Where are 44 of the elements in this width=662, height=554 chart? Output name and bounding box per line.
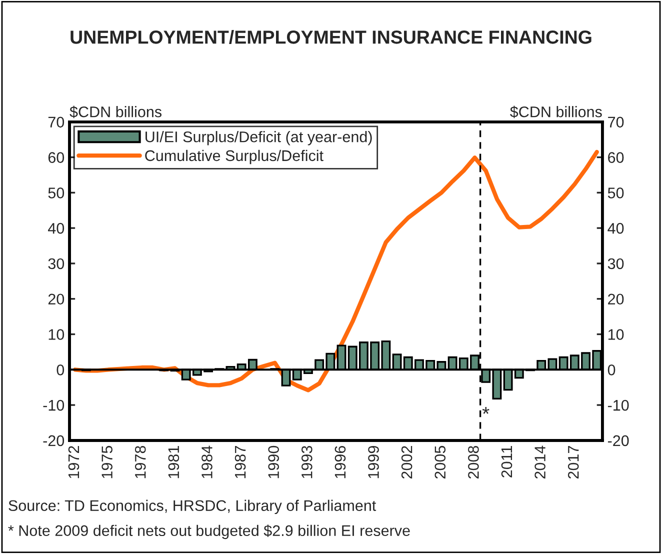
y2-tick-label: 10 xyxy=(608,329,624,340)
x-tick-label: 1999 xyxy=(368,446,379,478)
x-tick-label: 1972 xyxy=(68,446,80,478)
y-tick-label: 20 xyxy=(48,294,64,305)
x-tick-label: 1984 xyxy=(202,446,212,478)
y-tick-label: -10 xyxy=(43,400,64,411)
x-tick-label: 2011 xyxy=(501,446,512,478)
y2-axis-title: $CDN billions xyxy=(510,106,602,118)
y2-tick-label: 20 xyxy=(608,294,624,305)
y-tick-label: -20 xyxy=(43,435,64,446)
y2-tick-label: 50 xyxy=(608,188,624,198)
y2-tick-label: 30 xyxy=(608,258,624,270)
y2-tick-label: 0 xyxy=(608,364,616,376)
x-tick-label: 2005 xyxy=(434,446,446,479)
x-tick-label: 1987 xyxy=(234,446,246,478)
y2-tick-label: -10 xyxy=(608,400,629,411)
y-tick-label: 60 xyxy=(48,152,64,163)
y2-tick-label: 40 xyxy=(608,222,624,234)
annotation: * xyxy=(482,407,490,414)
y-tick-label: 50 xyxy=(48,188,64,198)
x-tick-label: 1978 xyxy=(134,446,146,478)
x-tick-label: 1996 xyxy=(334,446,346,478)
y-tick-label: 10 xyxy=(48,329,64,340)
y-tick-label: 0 xyxy=(56,364,64,376)
y-tick-label: 30 xyxy=(48,258,64,270)
x-tick-label: 2014 xyxy=(534,446,546,479)
y2-tick-label: 70 xyxy=(608,116,624,128)
x-tick-label: 2002 xyxy=(401,446,412,479)
y-tick-label: 40 xyxy=(48,222,64,234)
x-tick-label: 1993 xyxy=(301,446,312,478)
x-tick-label: 2017 xyxy=(568,446,579,479)
text: * Note 2009 deficit nets out budgeted $2.9 billion EI reserve xyxy=(8,524,410,540)
x-tick-label: 1975 xyxy=(102,446,112,478)
x-tick-label: 2008 xyxy=(468,446,479,479)
legend-label: UI/EI Surplus/Deficit (at year-end) xyxy=(146,131,372,146)
y-axis-title: $CDN billions xyxy=(70,106,162,118)
x-tick-label: 1990 xyxy=(268,446,280,478)
legend-label: Cumulative Surplus/Deficit xyxy=(145,150,324,164)
chart-title: UNEMPLOYMENT/EMPLOYMENT INSURANCE FINANCING xyxy=(70,30,592,44)
y2-tick-label: 60 xyxy=(608,152,624,163)
y-tick-label: 70 xyxy=(48,116,64,128)
x-tick-label: 1981 xyxy=(168,446,180,478)
source-note: Source: TD Economics, HRSDC, Library of Parliament xyxy=(8,500,376,514)
y2-tick-label: -20 xyxy=(608,435,629,446)
